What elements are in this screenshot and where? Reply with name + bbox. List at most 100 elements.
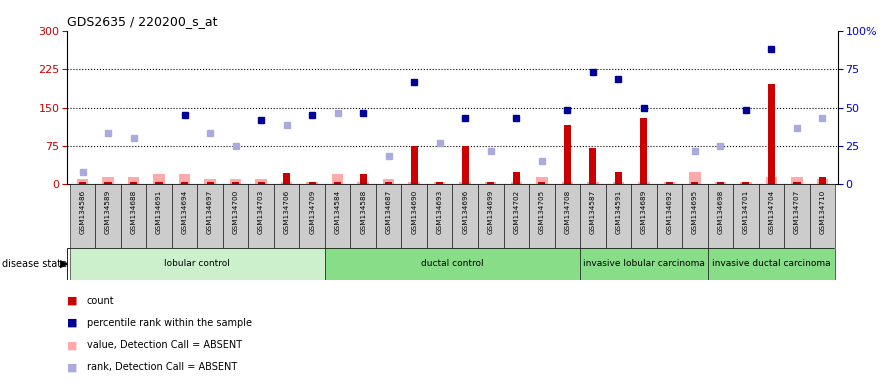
- Bar: [715, 182, 726, 184]
- Bar: [791, 178, 803, 184]
- Bar: [410, 146, 418, 184]
- Bar: [359, 174, 366, 184]
- Text: GSM134584: GSM134584: [335, 189, 340, 233]
- Bar: [587, 182, 599, 184]
- Bar: [121, 184, 146, 248]
- Bar: [768, 84, 775, 184]
- Bar: [817, 179, 828, 184]
- Text: lobular control: lobular control: [164, 260, 230, 268]
- Bar: [299, 184, 325, 248]
- Bar: [791, 177, 803, 184]
- Bar: [461, 146, 469, 184]
- Bar: [555, 184, 580, 248]
- Text: GSM134703: GSM134703: [258, 189, 264, 233]
- Text: GSM134702: GSM134702: [513, 189, 520, 233]
- Bar: [689, 172, 701, 184]
- Bar: [232, 182, 239, 184]
- Bar: [766, 177, 777, 184]
- Bar: [759, 184, 784, 248]
- Bar: [308, 182, 315, 184]
- Text: GSM134697: GSM134697: [207, 189, 213, 233]
- Text: GSM134710: GSM134710: [820, 189, 825, 233]
- Bar: [79, 182, 86, 184]
- Bar: [485, 182, 496, 184]
- Bar: [325, 184, 350, 248]
- Bar: [230, 179, 241, 184]
- Bar: [130, 182, 137, 184]
- Bar: [580, 248, 708, 280]
- Text: ▶: ▶: [60, 259, 68, 269]
- Bar: [657, 184, 682, 248]
- Bar: [334, 182, 341, 184]
- Bar: [248, 184, 274, 248]
- Text: invasive ductal carcinoma: invasive ductal carcinoma: [712, 260, 831, 268]
- Bar: [409, 182, 420, 184]
- Bar: [742, 182, 749, 184]
- Bar: [708, 248, 835, 280]
- Bar: [146, 184, 172, 248]
- Bar: [562, 182, 573, 184]
- Text: GSM134588: GSM134588: [360, 189, 366, 233]
- Bar: [784, 184, 810, 248]
- Text: GSM134709: GSM134709: [309, 189, 315, 233]
- Bar: [385, 182, 392, 184]
- Bar: [383, 179, 394, 184]
- Text: GSM134689: GSM134689: [641, 189, 647, 233]
- Bar: [766, 177, 777, 184]
- Text: GSM134705: GSM134705: [538, 189, 545, 233]
- Bar: [128, 177, 139, 184]
- Bar: [204, 179, 216, 184]
- Bar: [819, 177, 826, 184]
- Text: ■: ■: [67, 318, 78, 328]
- Text: ■: ■: [67, 296, 78, 306]
- Text: GSM134698: GSM134698: [718, 189, 723, 233]
- Bar: [197, 184, 223, 248]
- Bar: [708, 184, 733, 248]
- Bar: [358, 182, 369, 184]
- Bar: [179, 174, 190, 184]
- Text: GSM134699: GSM134699: [487, 189, 494, 233]
- Bar: [529, 184, 555, 248]
- Text: GSM134688: GSM134688: [131, 189, 136, 233]
- Bar: [513, 172, 520, 184]
- Bar: [615, 172, 622, 184]
- Text: ductal control: ductal control: [421, 260, 484, 268]
- Text: disease state: disease state: [2, 259, 67, 269]
- Bar: [280, 182, 292, 184]
- Text: value, Detection Call = ABSENT: value, Detection Call = ABSENT: [87, 340, 242, 350]
- Bar: [613, 182, 625, 184]
- Bar: [682, 184, 708, 248]
- Text: GSM134706: GSM134706: [284, 189, 289, 233]
- Bar: [689, 174, 701, 184]
- Bar: [181, 182, 188, 184]
- Bar: [401, 184, 427, 248]
- Bar: [810, 184, 835, 248]
- Bar: [223, 184, 248, 248]
- Bar: [427, 184, 452, 248]
- Bar: [70, 248, 325, 280]
- Text: GSM134695: GSM134695: [692, 189, 698, 233]
- Bar: [255, 179, 267, 184]
- Bar: [638, 182, 650, 184]
- Bar: [590, 149, 597, 184]
- Bar: [452, 184, 478, 248]
- Bar: [478, 184, 504, 248]
- Text: GSM134691: GSM134691: [156, 189, 162, 233]
- Text: GSM134693: GSM134693: [436, 189, 443, 233]
- Bar: [504, 184, 529, 248]
- Text: count: count: [87, 296, 115, 306]
- Text: GSM134708: GSM134708: [564, 189, 570, 233]
- Bar: [460, 182, 471, 184]
- Text: GSM134692: GSM134692: [667, 189, 672, 233]
- Bar: [77, 179, 88, 184]
- Bar: [664, 182, 675, 184]
- Text: GSM134707: GSM134707: [794, 189, 800, 233]
- Bar: [717, 182, 724, 184]
- Text: GSM134694: GSM134694: [182, 189, 187, 233]
- Bar: [206, 182, 213, 184]
- Text: percentile rank within the sample: percentile rank within the sample: [87, 318, 252, 328]
- Bar: [325, 248, 580, 280]
- Bar: [332, 174, 343, 184]
- Text: GSM134704: GSM134704: [769, 189, 774, 233]
- Bar: [436, 182, 444, 184]
